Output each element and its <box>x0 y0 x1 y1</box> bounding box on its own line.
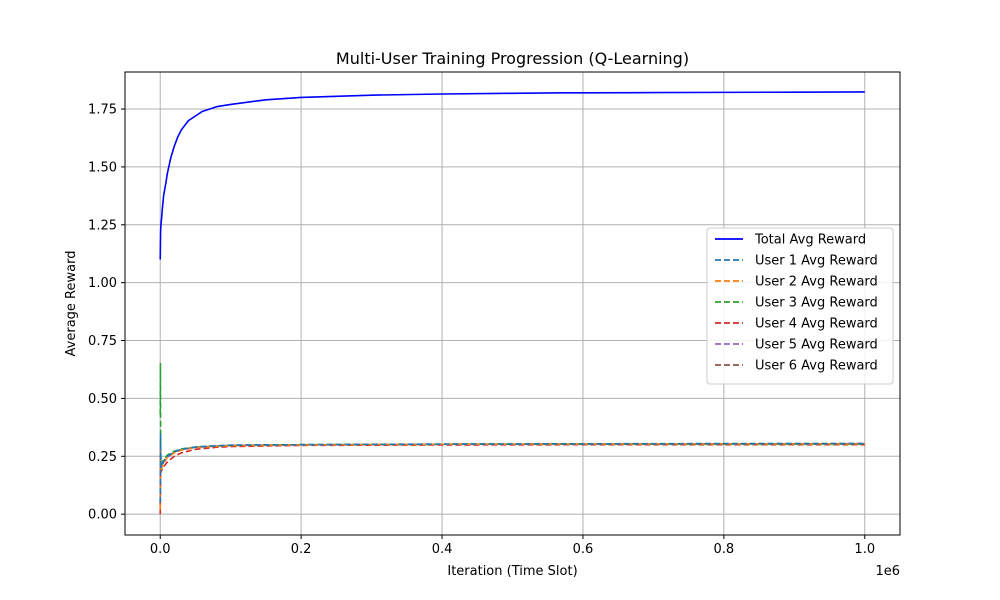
legend-box <box>706 227 894 385</box>
y-tick-label: 0.00 <box>88 508 117 523</box>
legend: Total Avg Reward User 1 Avg Reward User 2 … <box>706 227 894 385</box>
y-axis-title: Average Reward <box>64 251 79 357</box>
legend-label: User 2 Avg Reward <box>755 275 878 290</box>
chart-title: Multi-User Training Progression (Q-Learn… <box>336 49 689 68</box>
y-tick-label: 1.00 <box>88 276 117 291</box>
y-tick-label: 1.25 <box>88 218 117 233</box>
axis-ticks: 0.0 0.2 0.4 0.6 0.8 1.0 0.00 0.25 0.50 0.75 1.00 1.… <box>88 103 875 557</box>
x-tick-label: 0.4 <box>432 542 453 557</box>
x-tick-label: 0.6 <box>573 542 594 557</box>
plot-frame <box>124 71 901 536</box>
y-tick-label: 0.25 <box>88 450 117 465</box>
x-tick-label: 0.0 <box>150 542 171 557</box>
x-tick-label: 0.8 <box>714 542 735 557</box>
x-axis-title: Iteration (Time Slot) <box>447 564 577 579</box>
x-axis-offset-label: 1e6 <box>875 564 900 579</box>
legend-label: User 6 Avg Reward <box>755 359 878 374</box>
x-tick-label: 0.2 <box>291 542 312 557</box>
legend-label: User 3 Avg Reward <box>755 296 878 311</box>
x-tick-label: 1.0 <box>854 542 875 557</box>
series-line-total <box>159 91 865 260</box>
legend-label: User 4 Avg Reward <box>755 317 878 332</box>
y-tick-label: 1.50 <box>88 160 117 175</box>
series-group <box>159 91 865 515</box>
y-tick-label: 1.75 <box>88 103 117 118</box>
y-tick-label: 0.50 <box>88 392 117 407</box>
legend-label: User 1 Avg Reward <box>755 254 878 269</box>
legend-label: Total Avg Reward <box>754 233 866 248</box>
grid <box>125 72 900 535</box>
legend-label: User 5 Avg Reward <box>755 338 878 353</box>
series-line-user-1 <box>159 432 865 503</box>
y-tick-label: 0.75 <box>88 334 117 349</box>
